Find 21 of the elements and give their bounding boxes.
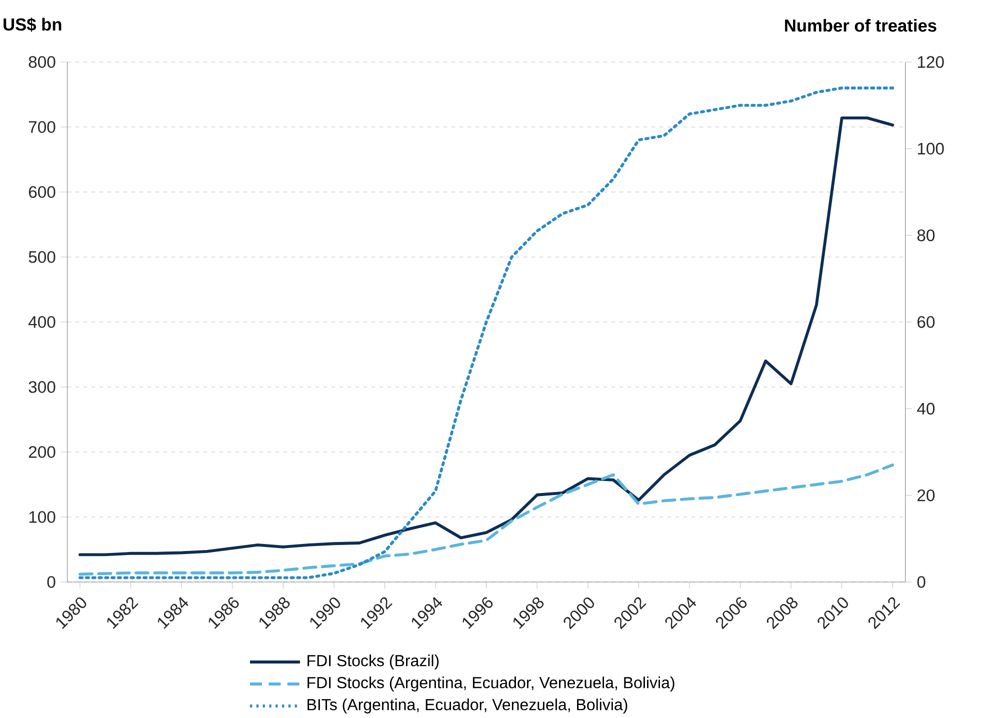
y-tick-label: 400	[28, 316, 56, 328]
y-tick-label: 500	[28, 251, 56, 263]
y2-tick-label: 20	[918, 489, 935, 502]
y-tick-label: 0	[47, 576, 56, 588]
y2-tick-label: 100	[918, 142, 944, 155]
y2-tick-label: 80	[917, 229, 935, 242]
y-tick-label: 300	[28, 381, 56, 393]
y2-axis-title: Number of treaties	[785, 18, 936, 32]
y-tick-label: 100	[29, 511, 56, 523]
y-tick-label: 600	[28, 186, 56, 198]
legend-label: FDI Stocks (Brazil)	[308, 654, 439, 670]
y2-tick-label: 40	[917, 402, 935, 415]
y2-tick-label: 120	[918, 56, 944, 68]
y2-tick-label: 60	[918, 316, 935, 328]
legend-label: BITs (Argentina, Ecuador, Venezuela, Bolivia)	[308, 698, 628, 714]
y-tick-label: 200	[28, 446, 56, 458]
y-tick-label: 700	[28, 121, 56, 133]
y2-tick-label: 0	[917, 576, 926, 588]
y-tick-label: 800	[28, 56, 56, 68]
y-axis-title: US$ bn	[4, 18, 62, 32]
legend-label: FDI Stocks (Argentina, Ecuador, Venezuela, Bolivia)	[308, 676, 674, 692]
